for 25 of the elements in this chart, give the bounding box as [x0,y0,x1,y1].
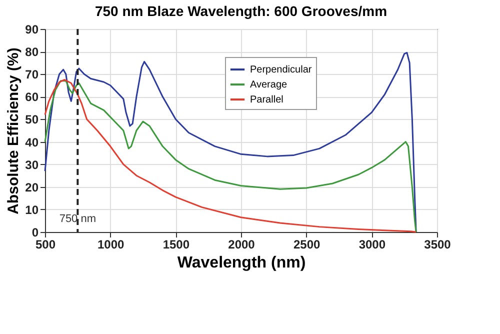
y-tick-label: 90 [25,22,39,36]
y-tick-label: 70 [25,68,39,82]
legend-label: Average [250,80,288,90]
x-tick-label: 1000 [97,238,125,252]
x-tick-label: 2000 [228,238,256,252]
x-tick-label: 3500 [424,238,452,252]
y-tick-label: 50 [25,112,39,127]
x-tick-label: 500 [35,238,56,252]
y-tick-label: 30 [25,158,39,172]
x-tick-label: 2500 [293,238,321,252]
x-tick-label: 3000 [358,238,386,252]
ref-line-label: 750 nm [59,213,96,225]
y-tick-label: 60 [25,90,39,104]
y-tick-label: 80 [25,45,39,60]
chart-title: 750 nm Blaze Wavelength: 600 Grooves/mm [94,3,388,19]
y-tick-label: 0 [32,226,39,240]
y-tick-label: 20 [25,180,39,194]
x-tick-label: 1500 [162,238,190,252]
legend-label: Perpendicular [250,64,312,76]
y-axis-title: Absolute Efficiency (%) [5,48,22,214]
legend-label: Parallel [250,94,284,106]
y-tick-label: 40 [25,135,39,150]
x-axis-title: Wavelength (nm) [177,254,306,272]
line-series [44,52,417,233]
y-tick-label: 10 [25,202,39,217]
